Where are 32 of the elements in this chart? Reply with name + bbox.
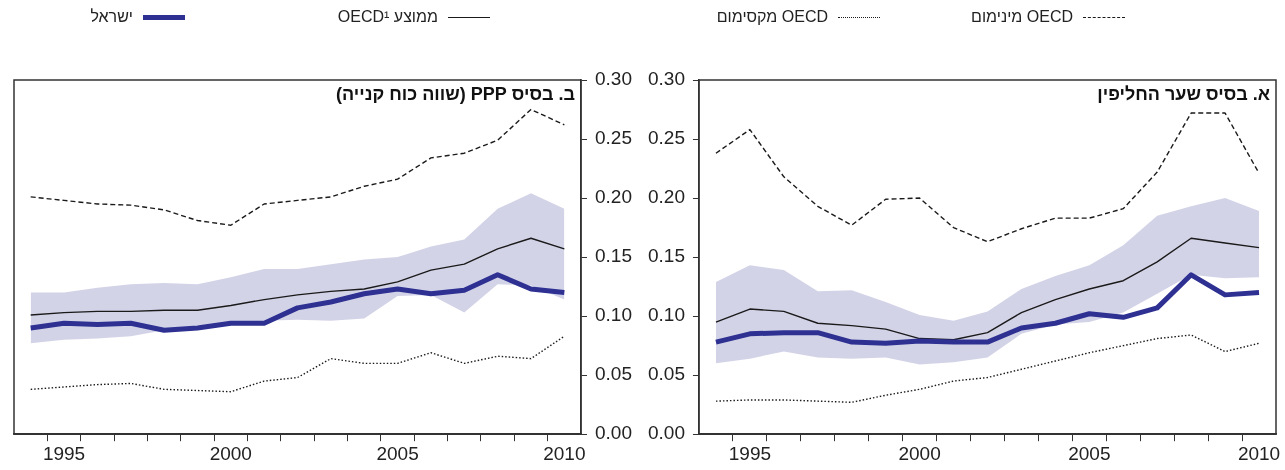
y-tick-label: 0.30: [595, 68, 632, 90]
line-series: [715, 334, 1260, 404]
x-tick-label: 2000: [209, 442, 252, 464]
x-tick-label: 2005: [1068, 442, 1111, 464]
legend-label: OECD מקסימום: [716, 8, 828, 26]
legend-label: OECD מינימום: [971, 8, 1073, 26]
line-series: [29, 108, 566, 226]
line-series: [715, 112, 1260, 243]
y-tick-label: 0.05: [595, 363, 632, 385]
y-tick-label: 0.10: [648, 304, 685, 326]
chart-title: א. בסיס שער החליפין: [1097, 83, 1270, 104]
y-tick-label: 0.20: [595, 186, 632, 208]
y-tick-label: 0.25: [595, 127, 632, 149]
y-tick-label: 0.30: [648, 68, 685, 90]
y-tick-label: 0.05: [648, 363, 685, 385]
y-tick-label: 0.00: [648, 422, 685, 444]
y-tick-label: 0.20: [648, 186, 685, 208]
y-tick-label: 0.10: [595, 304, 632, 326]
x-tick-label: 1995: [728, 442, 772, 464]
legend-label: ישראל: [90, 8, 133, 26]
x-tick-label: 1995: [42, 442, 86, 464]
y-tick-label: 0.15: [648, 245, 685, 267]
legend-label: ממוצע OECD¹: [337, 8, 438, 26]
x-tick-label: 2005: [376, 442, 419, 464]
y-tick-label: 0.15: [595, 245, 632, 267]
chart-title: ב. בסיס PPP (שווה כוח קנייה): [336, 83, 576, 104]
y-tick-label: 0.00: [595, 422, 632, 444]
y-tick-label: 0.25: [648, 127, 685, 149]
x-tick-label: 2010: [543, 442, 586, 464]
x-tick-label: 2000: [898, 442, 941, 464]
line-series: [29, 335, 566, 393]
x-tick-label: 2010: [1237, 442, 1281, 464]
